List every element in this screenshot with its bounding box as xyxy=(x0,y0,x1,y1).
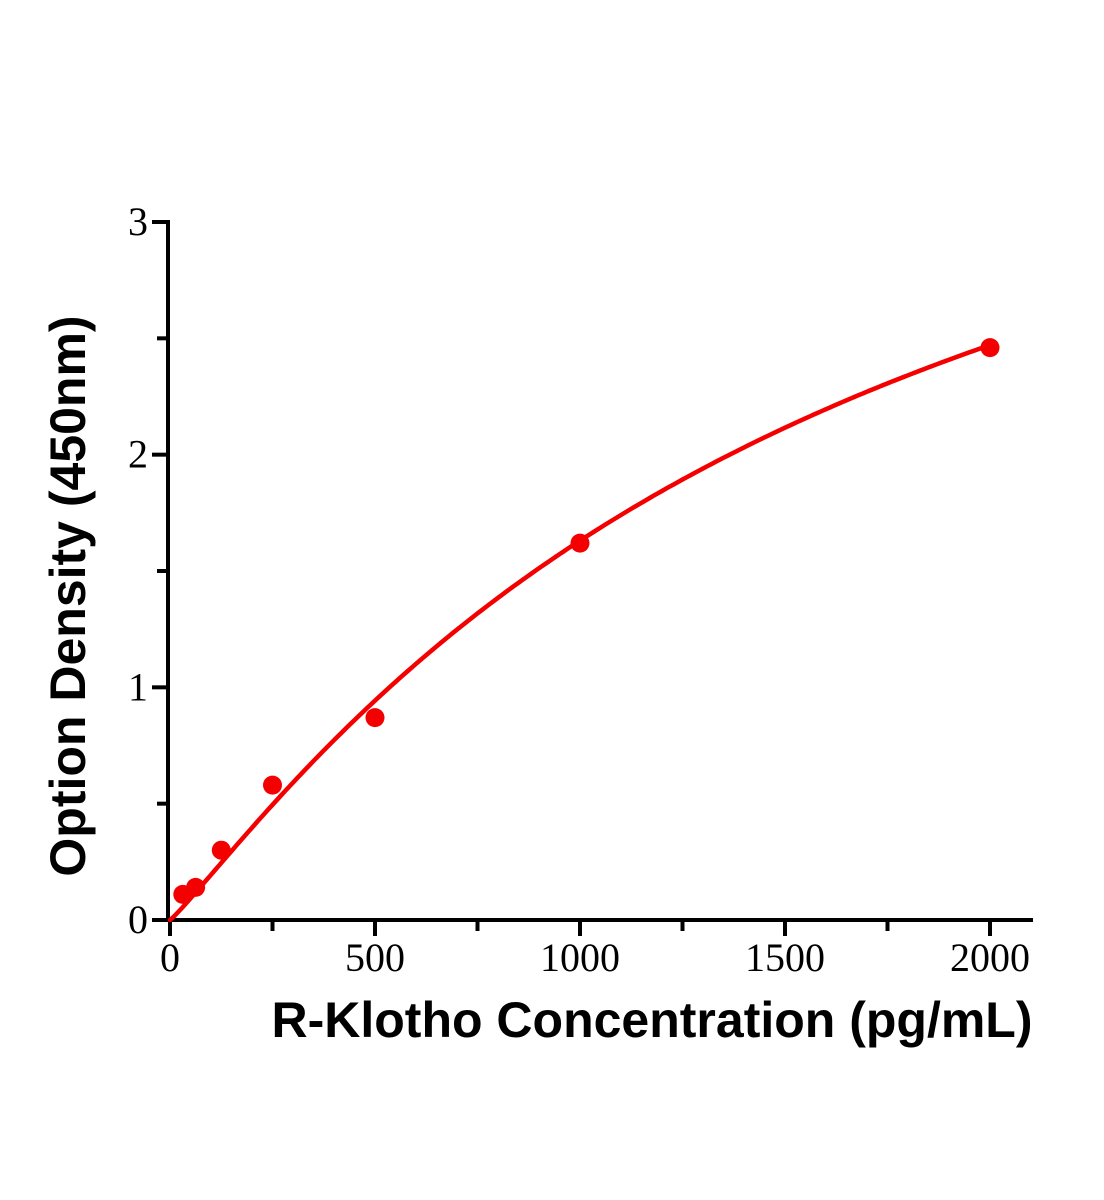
fit-curve xyxy=(167,342,993,923)
x-tick-label: 500 xyxy=(345,935,405,980)
data-point xyxy=(186,877,206,897)
x-axis-title: R-Klotho Concentration (pg/mL) xyxy=(272,992,1033,1048)
y-axis-title: Option Density (450nm) xyxy=(40,315,96,876)
x-tick-label: 0 xyxy=(160,935,180,980)
data-point xyxy=(263,775,282,795)
x-tick-label: 1000 xyxy=(540,935,620,980)
data-point xyxy=(365,708,385,728)
y-tick-label: 3 xyxy=(128,199,148,244)
y-tick-label: 1 xyxy=(128,664,148,709)
data-point xyxy=(570,533,590,553)
data-points xyxy=(173,338,1000,904)
x-tick-label: 1500 xyxy=(745,935,825,980)
y-tick-label: 0 xyxy=(128,897,148,942)
axis-ticks xyxy=(152,220,992,936)
axis-tick-labels: 0 500 1000 1500 2000 0 1 2 3 xyxy=(128,199,1030,980)
x-tick-label: 2000 xyxy=(950,935,1030,980)
data-point xyxy=(980,338,1000,358)
data-point xyxy=(211,840,231,860)
axes xyxy=(166,220,1033,922)
fit-curve-path xyxy=(167,342,993,923)
y-tick-label: 2 xyxy=(128,432,148,477)
